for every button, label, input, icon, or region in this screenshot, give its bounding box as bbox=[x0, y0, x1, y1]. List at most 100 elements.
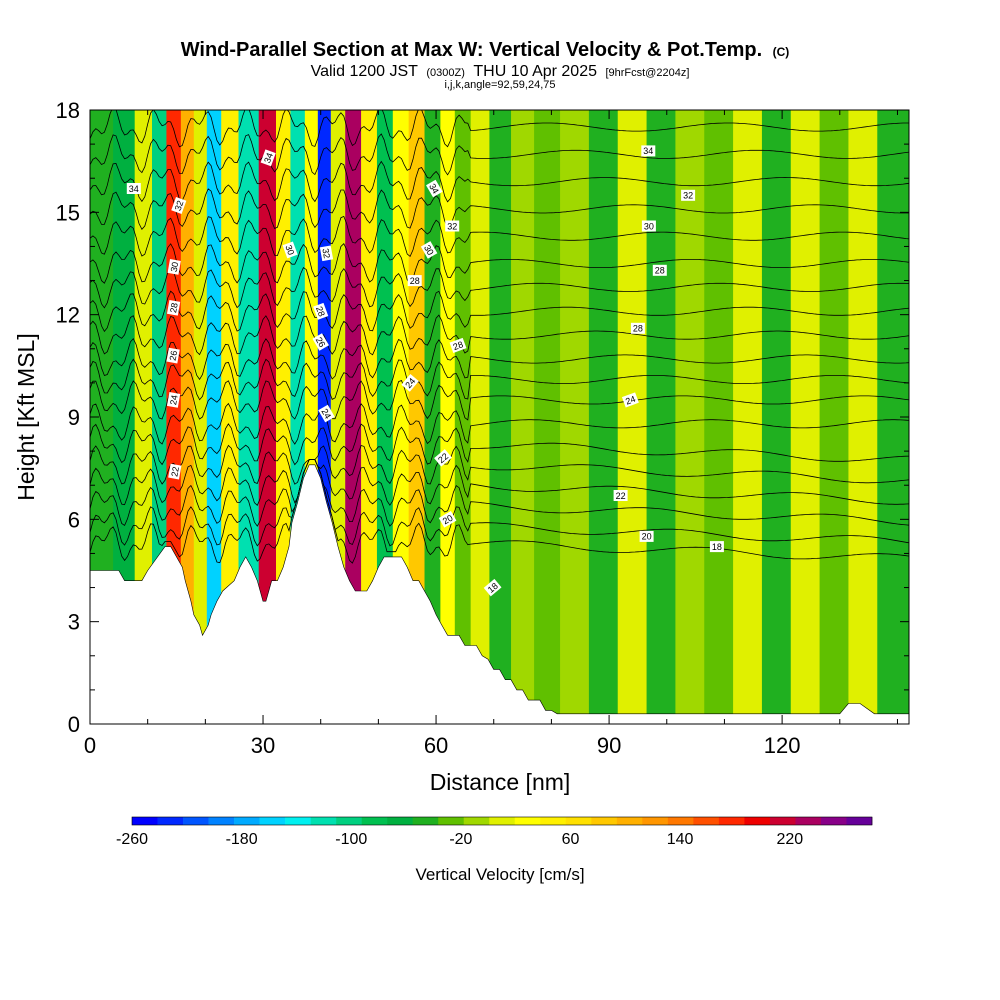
contour-label: 34 bbox=[641, 145, 656, 157]
w-column bbox=[704, 110, 734, 724]
contour-label: 24 bbox=[621, 392, 639, 408]
svg-text:30: 30 bbox=[283, 244, 296, 257]
contour-label: 28 bbox=[166, 299, 181, 316]
w-column bbox=[345, 110, 362, 724]
w-column bbox=[424, 110, 441, 724]
colorbar-swatch bbox=[540, 817, 567, 825]
colorbar-swatch bbox=[744, 817, 771, 825]
svg-text:28: 28 bbox=[633, 324, 643, 334]
svg-text:28: 28 bbox=[655, 266, 665, 276]
contour-label: 32 bbox=[681, 189, 696, 201]
svg-text:34: 34 bbox=[643, 146, 653, 156]
colorbar-swatch bbox=[438, 817, 465, 825]
svg-text:22: 22 bbox=[169, 466, 181, 478]
colorbar-swatch bbox=[183, 817, 209, 825]
svg-text:28: 28 bbox=[168, 302, 180, 314]
svg-text:30: 30 bbox=[169, 261, 181, 273]
w-column bbox=[511, 110, 535, 724]
theta-contour-line bbox=[90, 215, 909, 258]
svg-text:22: 22 bbox=[616, 491, 626, 501]
contour-label: 26 bbox=[312, 333, 329, 351]
terrain bbox=[90, 464, 909, 724]
w-column bbox=[470, 110, 491, 724]
svg-text:32: 32 bbox=[683, 191, 693, 201]
colorbar-swatch bbox=[591, 817, 618, 825]
y-tick-label: 18 bbox=[56, 98, 80, 123]
svg-text:28: 28 bbox=[314, 305, 327, 318]
y-tick-label: 6 bbox=[68, 507, 80, 532]
svg-text:32: 32 bbox=[173, 199, 186, 212]
plot-area: 34 32 30 28 26 24 22 34 30 32 28 26 24 34 32 30 28 28 24 22… bbox=[90, 110, 909, 724]
contour-label: 18 bbox=[483, 578, 502, 597]
w-column bbox=[193, 110, 208, 724]
theta-contours bbox=[90, 110, 909, 564]
theta-contour-line bbox=[90, 379, 909, 421]
x-tick-label: 60 bbox=[424, 733, 448, 758]
x-tick-label: 0 bbox=[84, 733, 96, 758]
contour-label: 30 bbox=[282, 241, 298, 259]
colorbar: -260 -180 -100 -20 60 140 220 bbox=[116, 816, 873, 848]
contour-label: 24 bbox=[401, 374, 419, 392]
colorbar-swatch bbox=[667, 817, 694, 825]
theta-contour-line bbox=[90, 459, 909, 527]
chart-titles: Wind-Parallel Section at Max W: Vertical… bbox=[181, 39, 790, 91]
contour-label: 30 bbox=[420, 241, 438, 259]
chart-subtitle-valid: Valid 1200 JST (0300Z) THU 10 Apr 2025 [… bbox=[311, 63, 690, 80]
colorbar-swatch bbox=[693, 817, 720, 825]
contour-label: 28 bbox=[652, 264, 667, 276]
theta-contour-line bbox=[90, 243, 909, 285]
contour-label: 32 bbox=[445, 220, 460, 232]
colorbar-label: Vertical Velocity [cm/s] bbox=[415, 865, 584, 884]
contour-label: 20 bbox=[639, 530, 654, 542]
svg-text:34: 34 bbox=[427, 182, 441, 196]
w-column bbox=[761, 110, 792, 724]
contour-label: 34 bbox=[426, 179, 443, 198]
colorbar-swatch bbox=[718, 817, 745, 825]
svg-text:34: 34 bbox=[262, 151, 275, 164]
contour-label: 22 bbox=[613, 490, 628, 501]
svg-text:30: 30 bbox=[644, 221, 654, 231]
w-column bbox=[489, 110, 512, 724]
colorbar-swatch bbox=[285, 817, 311, 825]
w-column bbox=[819, 110, 850, 724]
svg-text:18: 18 bbox=[486, 581, 500, 595]
x-axis-label: Distance [nm] bbox=[430, 769, 571, 795]
colorbar-tick-label: -260 bbox=[116, 831, 148, 848]
w-column bbox=[221, 110, 240, 724]
contour-label: 28 bbox=[313, 302, 329, 320]
colorbar-swatch bbox=[489, 817, 516, 825]
y-tick-label: 12 bbox=[56, 303, 80, 328]
colorbar-tick-label: 140 bbox=[667, 831, 694, 848]
y-tick-label: 0 bbox=[68, 712, 80, 737]
contour-label: 34 bbox=[260, 149, 276, 167]
colorbar-swatch bbox=[336, 817, 362, 825]
colorbar-swatch bbox=[514, 817, 541, 825]
w-column bbox=[408, 110, 426, 724]
theta-contour-line bbox=[90, 459, 909, 547]
svg-text:32: 32 bbox=[320, 248, 332, 260]
x-tick-label: 90 bbox=[597, 733, 621, 758]
svg-text:28: 28 bbox=[410, 276, 420, 286]
theta-contour-line bbox=[90, 459, 909, 506]
theta-contour-line bbox=[90, 337, 909, 381]
svg-text:20: 20 bbox=[642, 532, 652, 542]
w-column bbox=[675, 110, 705, 724]
contour-label: 28 bbox=[630, 322, 645, 334]
contour-label: 28 bbox=[449, 337, 467, 353]
theta-contour-line bbox=[90, 423, 909, 466]
y-tick-label: 15 bbox=[56, 200, 80, 225]
x-tick-label: 30 bbox=[251, 733, 275, 758]
contour-label: 34 bbox=[126, 183, 141, 194]
svg-text:24: 24 bbox=[168, 394, 180, 406]
theta-contour-line bbox=[90, 444, 909, 485]
w-column bbox=[617, 110, 648, 724]
theta-contour-line bbox=[90, 160, 909, 203]
theta-contour-line bbox=[90, 459, 909, 564]
colorbar-swatch bbox=[846, 817, 873, 825]
w-column bbox=[588, 110, 619, 724]
w-column bbox=[790, 110, 821, 724]
x-tick-label: 120 bbox=[764, 733, 801, 758]
colorbar-swatch bbox=[820, 817, 847, 825]
theta-contour-line bbox=[90, 402, 909, 445]
w-column bbox=[440, 110, 456, 724]
